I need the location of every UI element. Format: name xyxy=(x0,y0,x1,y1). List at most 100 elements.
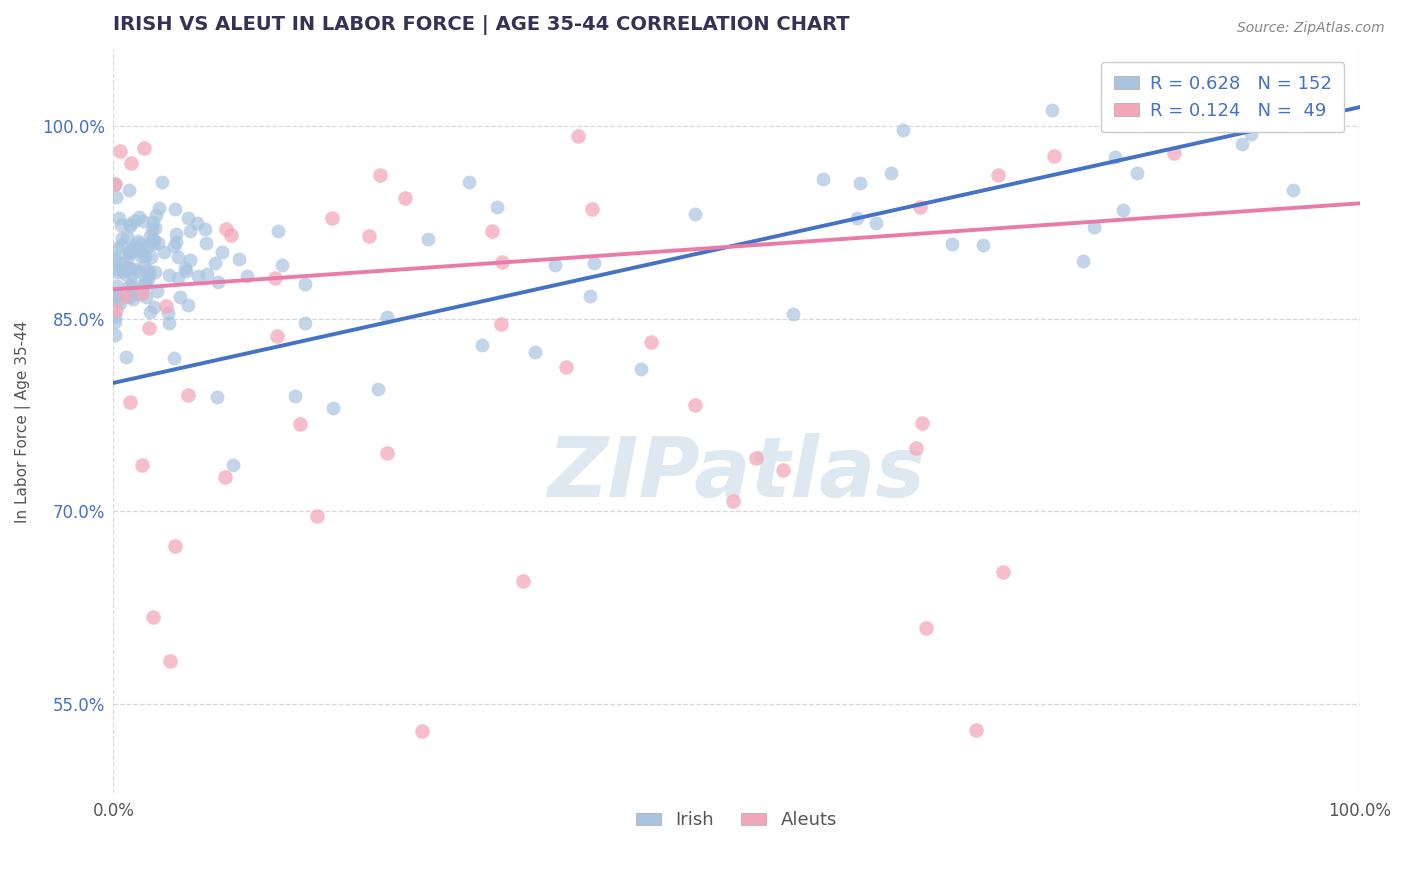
Point xyxy=(915,621,938,635)
Point xyxy=(157,316,180,330)
Point xyxy=(153,244,176,259)
Point xyxy=(117,250,139,264)
Point xyxy=(322,401,344,415)
Point xyxy=(163,351,186,365)
Point xyxy=(846,211,869,225)
Point xyxy=(486,201,509,215)
Point xyxy=(118,279,141,293)
Point xyxy=(112,255,135,269)
Point xyxy=(176,264,198,278)
Point xyxy=(105,302,128,317)
Point xyxy=(1071,254,1094,268)
Point xyxy=(104,253,127,268)
Point xyxy=(139,250,162,264)
Point xyxy=(141,233,163,247)
Point xyxy=(135,239,157,253)
Point xyxy=(142,609,165,624)
Point xyxy=(207,275,229,289)
Point xyxy=(146,235,169,250)
Point xyxy=(134,249,156,263)
Point xyxy=(195,267,218,281)
Point xyxy=(394,191,416,205)
Point xyxy=(121,267,143,281)
Point xyxy=(105,265,128,279)
Point xyxy=(1111,202,1133,217)
Point xyxy=(122,214,145,228)
Point xyxy=(491,255,513,269)
Point xyxy=(177,211,200,225)
Point xyxy=(165,235,187,249)
Point xyxy=(104,315,127,329)
Point xyxy=(114,267,136,281)
Point xyxy=(236,269,259,284)
Point xyxy=(173,261,195,276)
Point xyxy=(1147,117,1170,131)
Point xyxy=(120,217,142,231)
Point xyxy=(141,222,163,236)
Point xyxy=(179,224,201,238)
Point xyxy=(1083,220,1105,235)
Point xyxy=(222,458,245,473)
Point xyxy=(104,177,127,191)
Point xyxy=(105,287,128,301)
Point xyxy=(143,265,166,279)
Point xyxy=(879,166,901,180)
Point xyxy=(187,269,209,284)
Point xyxy=(865,216,887,230)
Point xyxy=(104,309,127,323)
Legend: Irish, Aleuts: Irish, Aleuts xyxy=(628,804,845,837)
Point xyxy=(165,227,187,241)
Point xyxy=(134,272,156,286)
Point xyxy=(683,398,706,412)
Point xyxy=(124,261,146,276)
Point xyxy=(142,236,165,251)
Point xyxy=(125,263,148,277)
Point xyxy=(155,299,177,313)
Point xyxy=(121,277,143,291)
Point xyxy=(1230,136,1253,151)
Point xyxy=(554,360,576,375)
Point xyxy=(993,565,1015,579)
Text: IRISH VS ALEUT IN LABOR FORCE | AGE 35-44 CORRELATION CHART: IRISH VS ALEUT IN LABOR FORCE | AGE 35-4… xyxy=(114,15,851,35)
Point xyxy=(368,168,391,182)
Point xyxy=(131,458,153,472)
Point xyxy=(107,293,129,308)
Point xyxy=(1163,146,1185,161)
Point xyxy=(905,442,928,456)
Point xyxy=(581,202,603,216)
Point xyxy=(110,238,132,252)
Point xyxy=(1240,127,1263,141)
Point xyxy=(131,286,153,301)
Point xyxy=(114,260,136,274)
Point xyxy=(1241,106,1264,120)
Point xyxy=(120,245,142,260)
Point xyxy=(1126,166,1149,180)
Point xyxy=(138,267,160,281)
Point xyxy=(457,175,479,189)
Point xyxy=(145,221,167,235)
Point xyxy=(1282,183,1305,197)
Point xyxy=(811,172,834,186)
Point xyxy=(1104,150,1126,164)
Point xyxy=(118,394,141,409)
Point xyxy=(491,318,513,332)
Point xyxy=(112,263,135,277)
Point xyxy=(375,310,398,324)
Point xyxy=(136,272,159,286)
Point xyxy=(418,231,440,245)
Point xyxy=(284,389,307,403)
Point xyxy=(1192,94,1215,108)
Point xyxy=(578,289,600,303)
Point xyxy=(150,175,173,189)
Point xyxy=(163,202,186,217)
Point xyxy=(115,350,138,364)
Point xyxy=(117,260,139,275)
Point xyxy=(911,417,934,431)
Point xyxy=(104,250,127,264)
Point xyxy=(481,224,503,238)
Point xyxy=(107,279,129,293)
Point xyxy=(104,327,127,342)
Point xyxy=(583,256,606,270)
Point xyxy=(683,207,706,221)
Point xyxy=(166,250,188,264)
